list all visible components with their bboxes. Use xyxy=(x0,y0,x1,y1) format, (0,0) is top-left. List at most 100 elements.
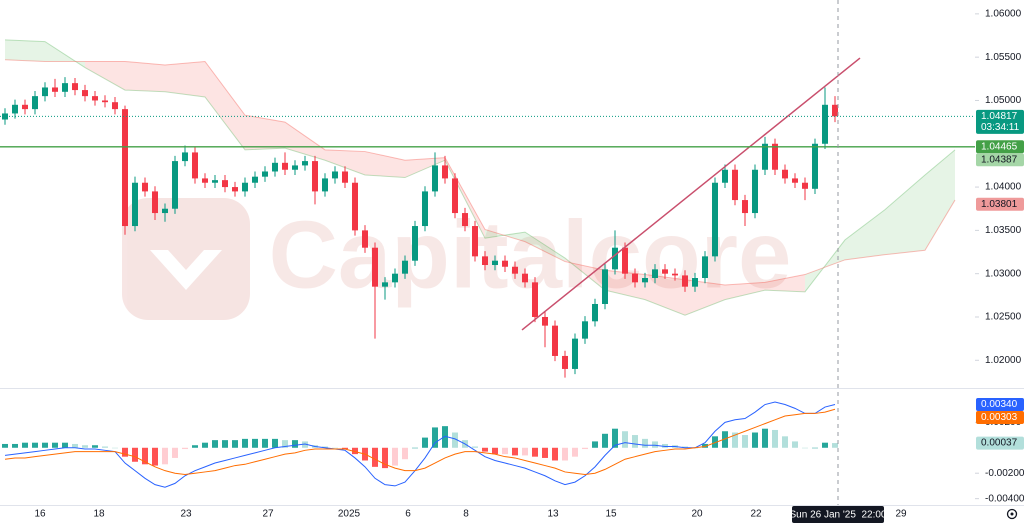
x-tick-label: 20 xyxy=(691,509,703,520)
x-tick-label: 15 xyxy=(605,509,617,520)
candle-body xyxy=(332,171,338,179)
macd-line xyxy=(4,408,836,475)
histogram-bar xyxy=(652,441,658,448)
candle-body xyxy=(582,321,588,339)
histogram-bar xyxy=(802,447,808,449)
histogram-bar xyxy=(472,446,478,448)
candle-body xyxy=(802,182,808,189)
histogram-bar xyxy=(2,443,8,448)
histogram-bar xyxy=(22,442,28,448)
cloud-segment xyxy=(165,61,205,97)
cloud-segment xyxy=(725,282,765,300)
crosshair-time-box xyxy=(792,506,884,523)
candle-body xyxy=(432,165,438,192)
settings-gear[interactable] xyxy=(1006,508,1018,520)
price-marker-box xyxy=(976,411,1024,425)
candle-body xyxy=(392,273,398,283)
price-marker-box xyxy=(976,109,1024,134)
candle-body xyxy=(62,83,68,92)
price-marker-label: 1.03801 xyxy=(981,199,1018,210)
candle-body xyxy=(12,104,18,114)
histogram-bar xyxy=(662,443,668,448)
cloud-segment xyxy=(365,151,405,178)
histogram-bar xyxy=(682,446,688,448)
histogram-bar xyxy=(112,447,118,449)
histogram-bar xyxy=(552,447,558,461)
histogram-bar xyxy=(632,435,638,448)
candle-body xyxy=(42,87,48,97)
cloud-segment xyxy=(125,61,165,92)
countdown-label: 03:34:11 xyxy=(981,122,1020,133)
candle-body xyxy=(772,143,778,170)
histogram-bar xyxy=(752,432,758,448)
candle-body xyxy=(442,165,448,179)
histogram-bar xyxy=(782,436,788,448)
candle-body xyxy=(552,325,558,356)
candle-body xyxy=(172,161,178,209)
y-tick-label: 1.06000 xyxy=(985,8,1022,19)
price-marker-box xyxy=(976,153,1024,167)
y-tick-label: -0.00200 xyxy=(985,468,1024,479)
y-tick-label: 1.02500 xyxy=(985,312,1022,323)
histogram-bar xyxy=(142,447,148,465)
histogram-bar xyxy=(332,447,338,449)
histogram-bar xyxy=(402,447,408,460)
histogram-bar xyxy=(502,447,508,455)
histogram-bar xyxy=(482,447,488,452)
candle-body xyxy=(632,273,638,283)
candle-body xyxy=(52,87,58,92)
histogram-bar xyxy=(192,445,198,448)
histogram-bar xyxy=(442,426,448,448)
cloud-segment xyxy=(525,232,565,262)
histogram-bar xyxy=(42,442,48,448)
candle-body xyxy=(822,104,828,144)
price-marker-label: 1.04387 xyxy=(981,154,1018,165)
candle-body xyxy=(272,162,278,172)
candle-body xyxy=(92,96,98,101)
candle-body xyxy=(542,316,548,326)
macd-line xyxy=(4,401,836,488)
candle-body xyxy=(782,169,788,179)
settings-gear-hub xyxy=(1010,512,1014,516)
histogram-bar xyxy=(292,440,298,448)
histogram-bar xyxy=(232,440,238,448)
histogram-bar xyxy=(612,428,618,448)
candle-body xyxy=(412,226,418,261)
candle-body xyxy=(422,191,428,227)
candle-body xyxy=(622,247,628,274)
candle-body xyxy=(162,208,168,214)
histogram-bar xyxy=(572,447,578,457)
candle-body xyxy=(502,260,508,267)
candle-body xyxy=(492,260,498,266)
histogram-bar xyxy=(202,442,208,448)
histogram-bar xyxy=(322,446,328,448)
candle-body xyxy=(832,104,838,117)
candle-body xyxy=(372,247,378,287)
price-marker-label: 0.00340 xyxy=(981,399,1018,410)
candle-body xyxy=(252,176,258,183)
candle-body xyxy=(612,247,618,270)
price-marker-label: 0.00303 xyxy=(981,412,1018,423)
histogram-bar xyxy=(742,435,748,448)
histogram-bar xyxy=(182,447,188,450)
price-marker-box xyxy=(976,436,1024,450)
candle-body xyxy=(812,143,818,189)
price-marker-label: 1.04465 xyxy=(981,141,1018,152)
candle-body xyxy=(152,191,158,214)
histogram-bar xyxy=(722,431,728,448)
candle-body xyxy=(642,278,648,283)
candle-body xyxy=(512,266,518,274)
histogram-bar xyxy=(172,447,178,458)
candle-body xyxy=(112,102,118,110)
cloud-segment xyxy=(645,274,685,316)
candle-body xyxy=(722,169,728,183)
histogram-bar xyxy=(92,445,98,448)
candle-body xyxy=(662,269,668,274)
settings-icon[interactable] xyxy=(1006,508,1018,520)
x-tick-label: 29 xyxy=(895,509,907,520)
histogram-bar xyxy=(732,432,738,448)
cloud-segment xyxy=(845,209,885,260)
histogram-bar xyxy=(582,447,588,450)
candle-body xyxy=(692,278,698,287)
x-tick-label: 23 xyxy=(180,509,192,520)
